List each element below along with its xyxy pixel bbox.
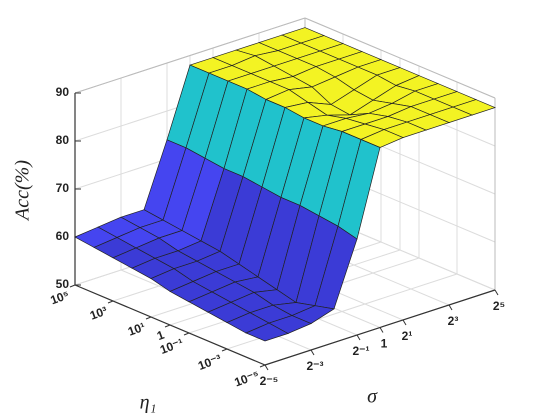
- surface-cell: [245, 322, 289, 342]
- x-axis-title: σ: [367, 386, 378, 408]
- tick-mark: [356, 334, 361, 341]
- z-tick-label: 60: [56, 229, 70, 243]
- tick-mark: [379, 327, 384, 333]
- box-edge: [74, 17, 306, 94]
- x-tick-label: 2¹: [402, 329, 413, 343]
- tick-mark: [494, 289, 499, 296]
- x-tick-label: 2⁻¹: [352, 344, 369, 358]
- tick-mark: [448, 304, 453, 311]
- tick-mark: [69, 284, 76, 288]
- y-tick-label: 10⁵: [48, 288, 71, 308]
- z-tick-label: 90: [56, 85, 70, 99]
- tick-mark: [259, 364, 266, 368]
- z-tick-label: 70: [56, 181, 70, 195]
- y-tick-label: 1: [155, 328, 166, 344]
- x-tick-label: 2⁵: [493, 299, 505, 313]
- y-tick-label: 10³: [88, 304, 109, 323]
- tick-mark: [264, 364, 269, 371]
- tick-mark: [183, 332, 190, 336]
- tick-mark: [107, 300, 114, 304]
- tick-mark: [164, 324, 171, 328]
- x-tick-label: 1: [381, 337, 388, 351]
- y-tick-label: 10⁻³: [196, 352, 223, 373]
- z-tick-label: 80: [56, 133, 70, 147]
- tick-mark: [402, 319, 407, 326]
- tick-mark: [221, 348, 228, 352]
- tick-mark: [145, 316, 152, 320]
- z-tick-label: 50: [56, 277, 70, 291]
- x-tick-label: 2⁻³: [306, 359, 323, 373]
- x-tick-label: 2⁻⁵: [260, 374, 279, 388]
- z-axis-title: Acc(%): [12, 160, 34, 222]
- y-tick-label: 10¹: [126, 320, 147, 339]
- x-tick-label: 2³: [448, 314, 459, 328]
- y-tick-label: 10⁻⁵: [233, 368, 262, 390]
- y-axis-title: η₁: [140, 392, 157, 414]
- tick-mark: [310, 349, 315, 356]
- box-edge: [304, 17, 496, 99]
